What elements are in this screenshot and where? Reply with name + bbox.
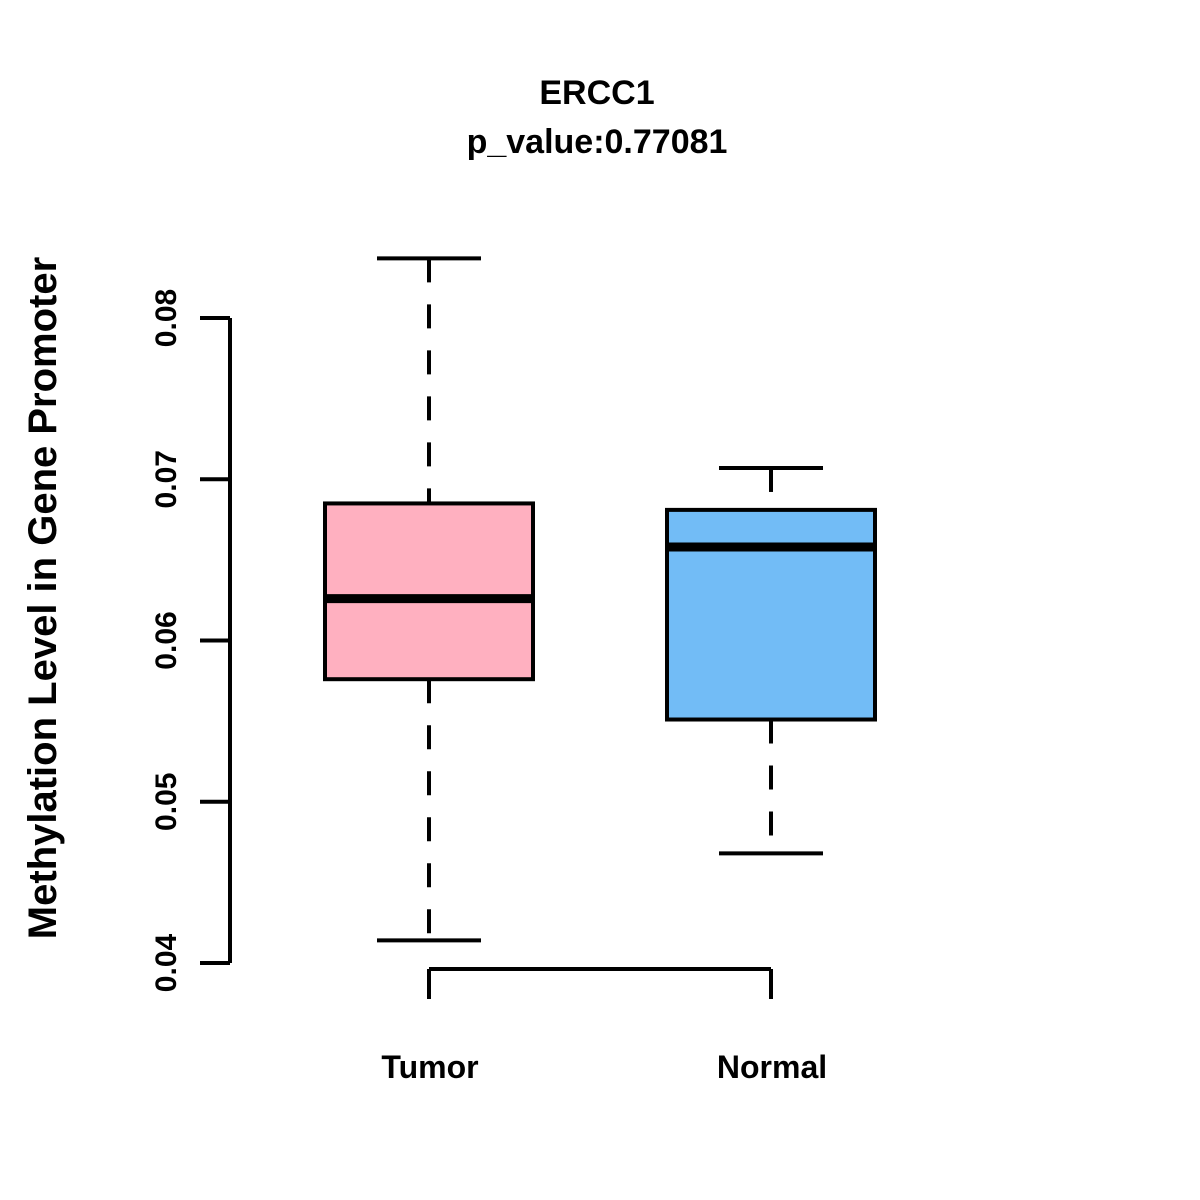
y-axis-tick-label: 0.06	[150, 611, 183, 669]
chart-subtitle: p_value:0.77081	[467, 123, 728, 161]
y-axis-tick-label: 0.08	[150, 289, 183, 347]
y-axis-label: Methylation Level in Gene Promoter	[21, 257, 65, 939]
iqr-box-normal	[665, 507, 877, 722]
boxplot-normal	[665, 465, 877, 856]
y-axis-tick-label: 0.07	[150, 450, 183, 508]
y-axis-tick-label: 0.04	[150, 933, 183, 992]
plot-area: 0.04 0.05 0.06 0.07 0.08	[150, 256, 877, 999]
chart-title: ERCC1	[539, 74, 654, 112]
x-category-label-tumor: Tumor	[381, 1049, 478, 1085]
iqr-box-tumor	[323, 501, 535, 682]
x-category-label-normal: Normal	[717, 1049, 827, 1085]
y-axis-tick-label: 0.05	[150, 773, 183, 831]
boxplot-tumor	[323, 256, 535, 943]
